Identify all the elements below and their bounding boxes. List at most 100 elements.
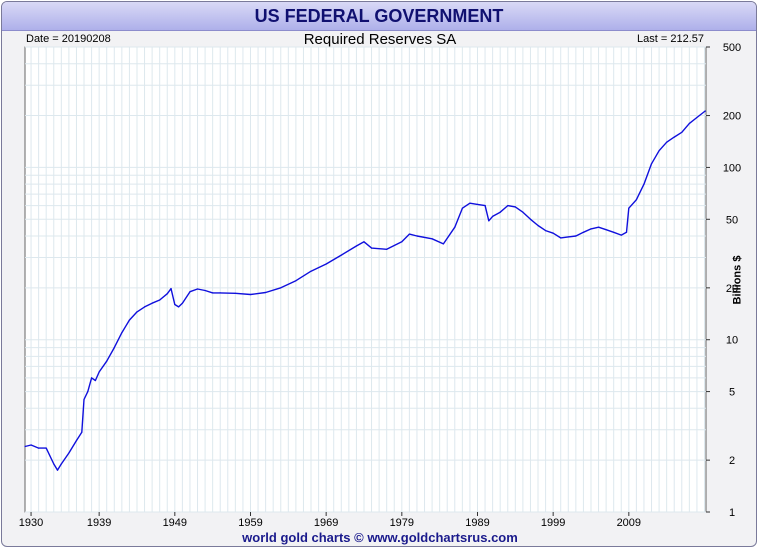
data-point: [552, 232, 554, 234]
data-point: [189, 291, 191, 293]
data-point: [416, 235, 418, 237]
data-point: [159, 299, 161, 301]
data-point: [87, 391, 89, 393]
data-point: [704, 110, 706, 112]
data-point: [673, 136, 675, 138]
data-point: [408, 233, 410, 235]
x-tick-label: 1979: [390, 517, 414, 529]
data-point: [560, 237, 562, 239]
data-point: [30, 444, 32, 446]
data-point: [666, 141, 668, 143]
data-point: [106, 360, 108, 362]
data-point: [81, 431, 83, 433]
y-tick-label: 20: [726, 283, 738, 295]
credit-footer: world gold charts © www.goldchartsrus.co…: [242, 530, 518, 545]
data-point: [522, 211, 524, 213]
y-tick-label: 50: [726, 214, 738, 226]
y-tick-label: 5: [729, 387, 735, 399]
data-point: [582, 231, 585, 233]
data-point: [386, 248, 388, 250]
data-point: [499, 211, 501, 213]
last-value-label: Last = 212.57: [637, 33, 704, 45]
data-point: [598, 226, 600, 228]
data-point: [507, 205, 509, 207]
chart-main-title: US FEDERAL GOVERNMENT: [254, 6, 504, 26]
data-point: [68, 452, 70, 454]
data-point: [567, 236, 569, 238]
data-point: [628, 207, 630, 209]
data-point: [170, 288, 172, 290]
chart-subtitle: Required Reserves SA: [303, 31, 457, 48]
data-point: [196, 288, 199, 290]
data-point: [492, 215, 494, 217]
data-point: [537, 224, 539, 227]
data-point: [136, 311, 138, 313]
data-point: [219, 292, 221, 294]
data-point: [174, 303, 176, 306]
date-label: Date = 20190208: [26, 33, 111, 45]
data-point: [454, 226, 456, 228]
y-tick-label: 1: [729, 507, 735, 519]
y-tick-label: 2: [729, 455, 735, 467]
data-point: [635, 199, 638, 201]
y-axis-label: Billions $: [731, 255, 744, 305]
data-point: [476, 203, 479, 205]
data-point: [310, 270, 312, 272]
data-point: [295, 280, 297, 282]
data-point: [98, 371, 100, 373]
x-tick-label: 1949: [163, 517, 187, 529]
data-point: [94, 379, 96, 382]
data-point: [204, 289, 206, 292]
data-point: [469, 202, 471, 204]
data-point: [363, 241, 365, 243]
data-point: [325, 263, 327, 265]
data-point: [484, 205, 486, 207]
data-point: [696, 116, 698, 119]
data-point: [442, 243, 444, 245]
data-point: [144, 306, 146, 308]
data-point: [545, 230, 547, 232]
data-point: [53, 463, 55, 465]
data-point: [212, 292, 214, 294]
data-point: [38, 447, 40, 449]
data-point: [24, 445, 26, 448]
data-point: [249, 293, 252, 296]
data-point: [166, 293, 168, 295]
data-point: [181, 302, 183, 304]
data-point: [75, 439, 78, 442]
plot-area: [24, 46, 707, 513]
data-point: [650, 163, 653, 165]
y-tick-label: 200: [723, 111, 741, 123]
y-tick-label: 10: [726, 335, 738, 347]
data-point: [121, 332, 123, 334]
data-point: [45, 447, 47, 449]
data-point: [643, 183, 645, 185]
y-tick-label: 500: [723, 42, 741, 54]
data-point: [658, 150, 660, 152]
data-point: [431, 238, 433, 240]
data-point: [234, 292, 236, 294]
y-tick-label: 100: [723, 162, 741, 174]
data-point: [681, 131, 683, 133]
data-point: [401, 241, 403, 243]
data-point: [620, 234, 622, 236]
x-tick-label: 1930: [19, 517, 43, 529]
title-bar: US FEDERAL GOVERNMENT: [2, 2, 756, 31]
data-point: [340, 254, 342, 256]
data-point: [529, 218, 532, 220]
data-point: [371, 247, 373, 249]
x-tick-label: 1989: [465, 517, 489, 529]
data-point: [280, 287, 282, 289]
data-point: [575, 235, 577, 237]
data-point: [605, 229, 607, 231]
data-point: [355, 245, 357, 247]
data-point: [613, 231, 615, 233]
data-point: [590, 228, 592, 230]
series-line: [24, 110, 706, 471]
data-point: [128, 319, 130, 321]
data-point: [488, 220, 490, 222]
x-tick-label: 1959: [238, 517, 262, 529]
data-point: [514, 206, 516, 208]
data-point: [625, 231, 628, 233]
